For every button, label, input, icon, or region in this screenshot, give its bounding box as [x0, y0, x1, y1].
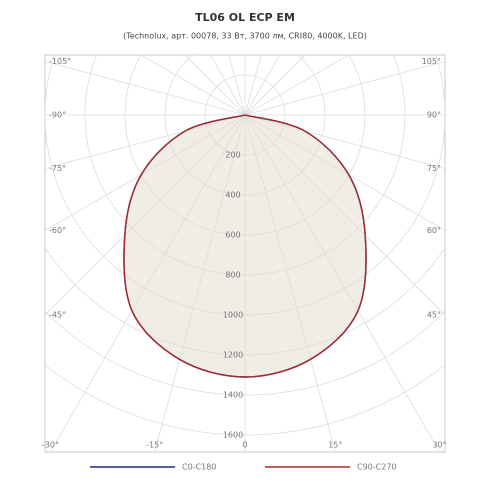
r-tick-label: 1000 [223, 311, 243, 320]
angle-tick-label: 75° [427, 164, 441, 173]
angle-tick-label: -30° [42, 441, 59, 450]
angle-tick-label: 60° [427, 226, 441, 235]
angle-tick-label: -105° [49, 57, 71, 66]
r-tick-label: 600 [225, 231, 240, 240]
grid-ray [244, 61, 445, 116]
plot-area [123, 114, 367, 378]
r-tick-label: 1400 [223, 391, 243, 400]
angle-tick-label: -60° [49, 226, 66, 235]
angle-tick-label: -15° [146, 441, 163, 450]
r-tick-label: 800 [225, 271, 240, 280]
angle-tick-label: 90° [427, 111, 441, 120]
angle-tick-label: 45° [427, 311, 441, 320]
chart-subtitle: (Technolux, арт. 00078, 33 Вт, 3700 лм, … [123, 32, 367, 41]
legend-label: C0-C180 [182, 463, 216, 472]
r-tick-label: 400 [225, 191, 240, 200]
angle-tick-label: 15° [328, 441, 342, 450]
grid-ray [45, 61, 246, 116]
angle-tick-label: -45° [49, 311, 66, 320]
grid-ray-upper [140, 55, 246, 116]
series-curve [123, 114, 367, 378]
angle-tick-label: 30° [432, 441, 446, 450]
angle-tick-label: -75° [49, 164, 66, 173]
labels: 200 400 600 800 1000 1200 1400 1600 -105° -90° -75… [42, 57, 447, 450]
grid-ray-upper [244, 55, 350, 116]
series-curve [123, 114, 367, 378]
angle-tick-label: 105° [422, 57, 441, 66]
angle-tick-label: 0 [242, 441, 247, 450]
r-tick-label: 1200 [223, 351, 243, 360]
angle-tick-label: -90° [49, 111, 66, 120]
legend-label: C90-C270 [357, 463, 397, 472]
r-tick-label: 200 [225, 151, 240, 160]
r-tick-label: 1600 [223, 431, 243, 440]
chart-title: TL06 OL ECP EM [195, 11, 295, 24]
